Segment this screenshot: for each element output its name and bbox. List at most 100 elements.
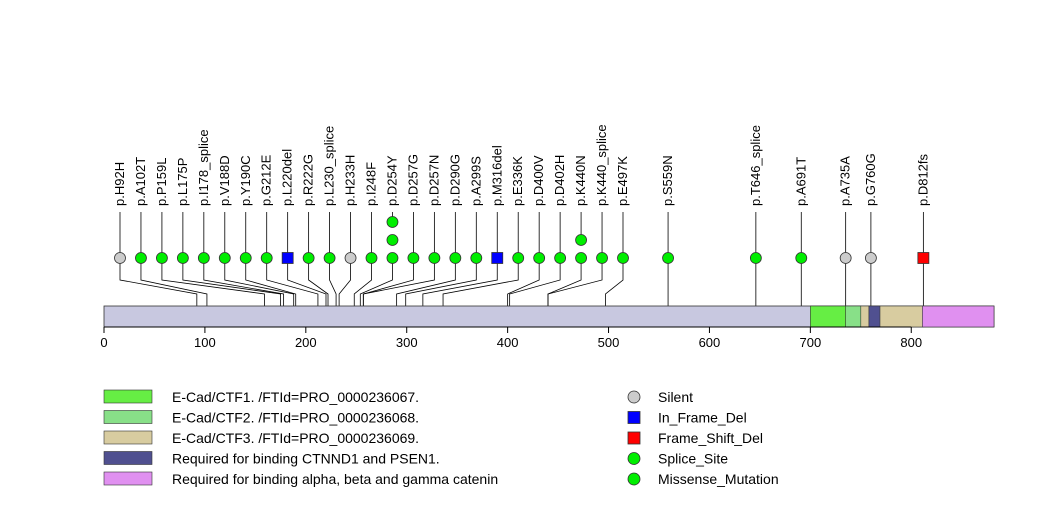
mutation-label: p.V188D (217, 155, 232, 206)
mutation-marker (864, 252, 877, 264)
mutation-marker (176, 252, 189, 264)
mutation-marker (575, 234, 587, 246)
mutation-label: p.M316del (489, 145, 504, 206)
mutation-label: p.E336K (510, 156, 525, 206)
mutation-label: p.L175P (175, 158, 190, 206)
mutation-marker (533, 252, 546, 264)
mutation-stems (119, 212, 924, 258)
mutation-marker (218, 252, 231, 264)
mutation-label: p.K440_splice (594, 124, 609, 206)
x-axis: 0 100 200 300 400 500 600 700 800 (100, 326, 922, 350)
mutation-label: p.D400V (531, 155, 546, 206)
mutation-label: p.I248F (364, 162, 379, 206)
mutation-label: p.D290G (447, 154, 462, 206)
mutation-marker (449, 252, 462, 264)
mutation-marker (662, 252, 674, 264)
mutation-label: p.H233H (343, 155, 358, 206)
mutation-marker (617, 252, 629, 264)
legend-swatch (103, 430, 153, 445)
mutation-marker (135, 252, 147, 264)
mutation-label: p.D254Y (384, 155, 399, 206)
legend-region-label: Required for binding CTNND1 and PSEN1. (172, 451, 440, 467)
mutation-marker (386, 234, 399, 246)
legend-type-label: Silent (658, 389, 693, 405)
mutation-marker (917, 252, 930, 264)
axis-tick-label: 500 (598, 335, 620, 350)
mutation-marker (428, 252, 441, 264)
legend-region-label: Required for binding alpha, beta and gam… (172, 471, 498, 487)
mutation-label: p.P159L (154, 158, 169, 206)
mutation-label: p.L230_splice (322, 126, 337, 206)
legend-marker (627, 411, 641, 424)
mutation-label: p.I178_splice (196, 129, 211, 206)
mutation-marker (260, 252, 273, 264)
mutation-marker (749, 252, 762, 264)
mutation-label: p.D257N (426, 155, 441, 206)
axis-tick-label: 600 (699, 335, 721, 350)
axis-tick-label: 400 (497, 335, 519, 350)
legend: E-Cad/CTF1. /FTId=PRO_0000236067. E-Cad/C… (103, 389, 779, 487)
mutation-marker (302, 252, 315, 264)
axis-tick-label: 700 (799, 335, 821, 350)
legend-type-label: Missense_Mutation (658, 471, 779, 487)
mutation-marker (839, 252, 852, 264)
legend-swatch (103, 451, 153, 465)
legend-region-label: E-Cad/CTF3. /FTId=PRO_0000236069. (172, 430, 419, 446)
legend-marker (627, 390, 641, 404)
mutation-marker (554, 252, 567, 264)
mutation-marker (575, 252, 587, 264)
legend-swatch (103, 410, 153, 424)
domain-region (868, 305, 881, 328)
mutation-label: p.D257G (405, 154, 420, 206)
legend-swatch (103, 471, 153, 486)
axis-tick-label: 300 (396, 335, 418, 350)
mutation-marker (114, 252, 126, 264)
legend-type-label: Frame_Shift_Del (658, 430, 763, 446)
mutation-marker (596, 252, 608, 264)
domain-region (845, 305, 862, 328)
mutation-label: p.A299S (468, 156, 483, 206)
mutation-label: p.G760G (863, 153, 878, 206)
mutation-marker (365, 252, 378, 264)
legend-marker (627, 452, 641, 465)
mutation-label: p.E497K (615, 156, 630, 206)
mutation-marker (281, 252, 294, 264)
mutation-marker (512, 252, 525, 264)
mutation-label: p.A735A (838, 156, 853, 206)
mutation-label: p.T646_splice (748, 125, 763, 206)
mutation-label: p.Y190C (238, 155, 253, 206)
mutation-marker (795, 252, 808, 264)
legend-marker (627, 472, 641, 486)
mutation-label: p.A102T (133, 157, 148, 206)
mutation-label: p.A691T (793, 157, 808, 206)
mutation-marker (386, 252, 399, 264)
mutation-markers (114, 216, 930, 264)
legend-swatch (103, 389, 153, 404)
axis-tick-label: 0 (100, 335, 107, 350)
mutation-marker (323, 252, 336, 264)
domain-region (922, 305, 995, 328)
protein-backbone-group (103, 305, 995, 328)
mutation-labels: p.H92H p.A102T p.P159L p.L175P p.I178_splice… (112, 124, 930, 206)
mutation-label: p.S559N (660, 155, 675, 206)
legend-type-label: Splice_Site (658, 451, 728, 467)
mutation-label: p.K440N (573, 155, 588, 206)
mutation-marker (491, 252, 504, 264)
mutation-label: p.R222G (301, 154, 316, 206)
axis-tick-label: 200 (295, 335, 317, 350)
mutation-label: p.H92H (112, 162, 127, 206)
mutation-label: p.G212E (259, 154, 274, 206)
mutation-label: p.L220del (280, 149, 295, 206)
axis-tick-label: 800 (900, 335, 922, 350)
mutation-marker (470, 252, 483, 264)
mutation-marker (156, 252, 168, 264)
axis-tick-label: 100 (194, 335, 216, 350)
mutation-label: p.D812fs (915, 153, 930, 206)
mutation-label: p.D402H (552, 155, 567, 206)
legend-region-label: E-Cad/CTF2. /FTId=PRO_0000236068. (172, 410, 419, 426)
mutation-marker (386, 216, 399, 228)
legend-marker (627, 431, 641, 445)
legend-type-label: In_Frame_Del (658, 410, 747, 426)
mutation-marker (344, 252, 357, 264)
